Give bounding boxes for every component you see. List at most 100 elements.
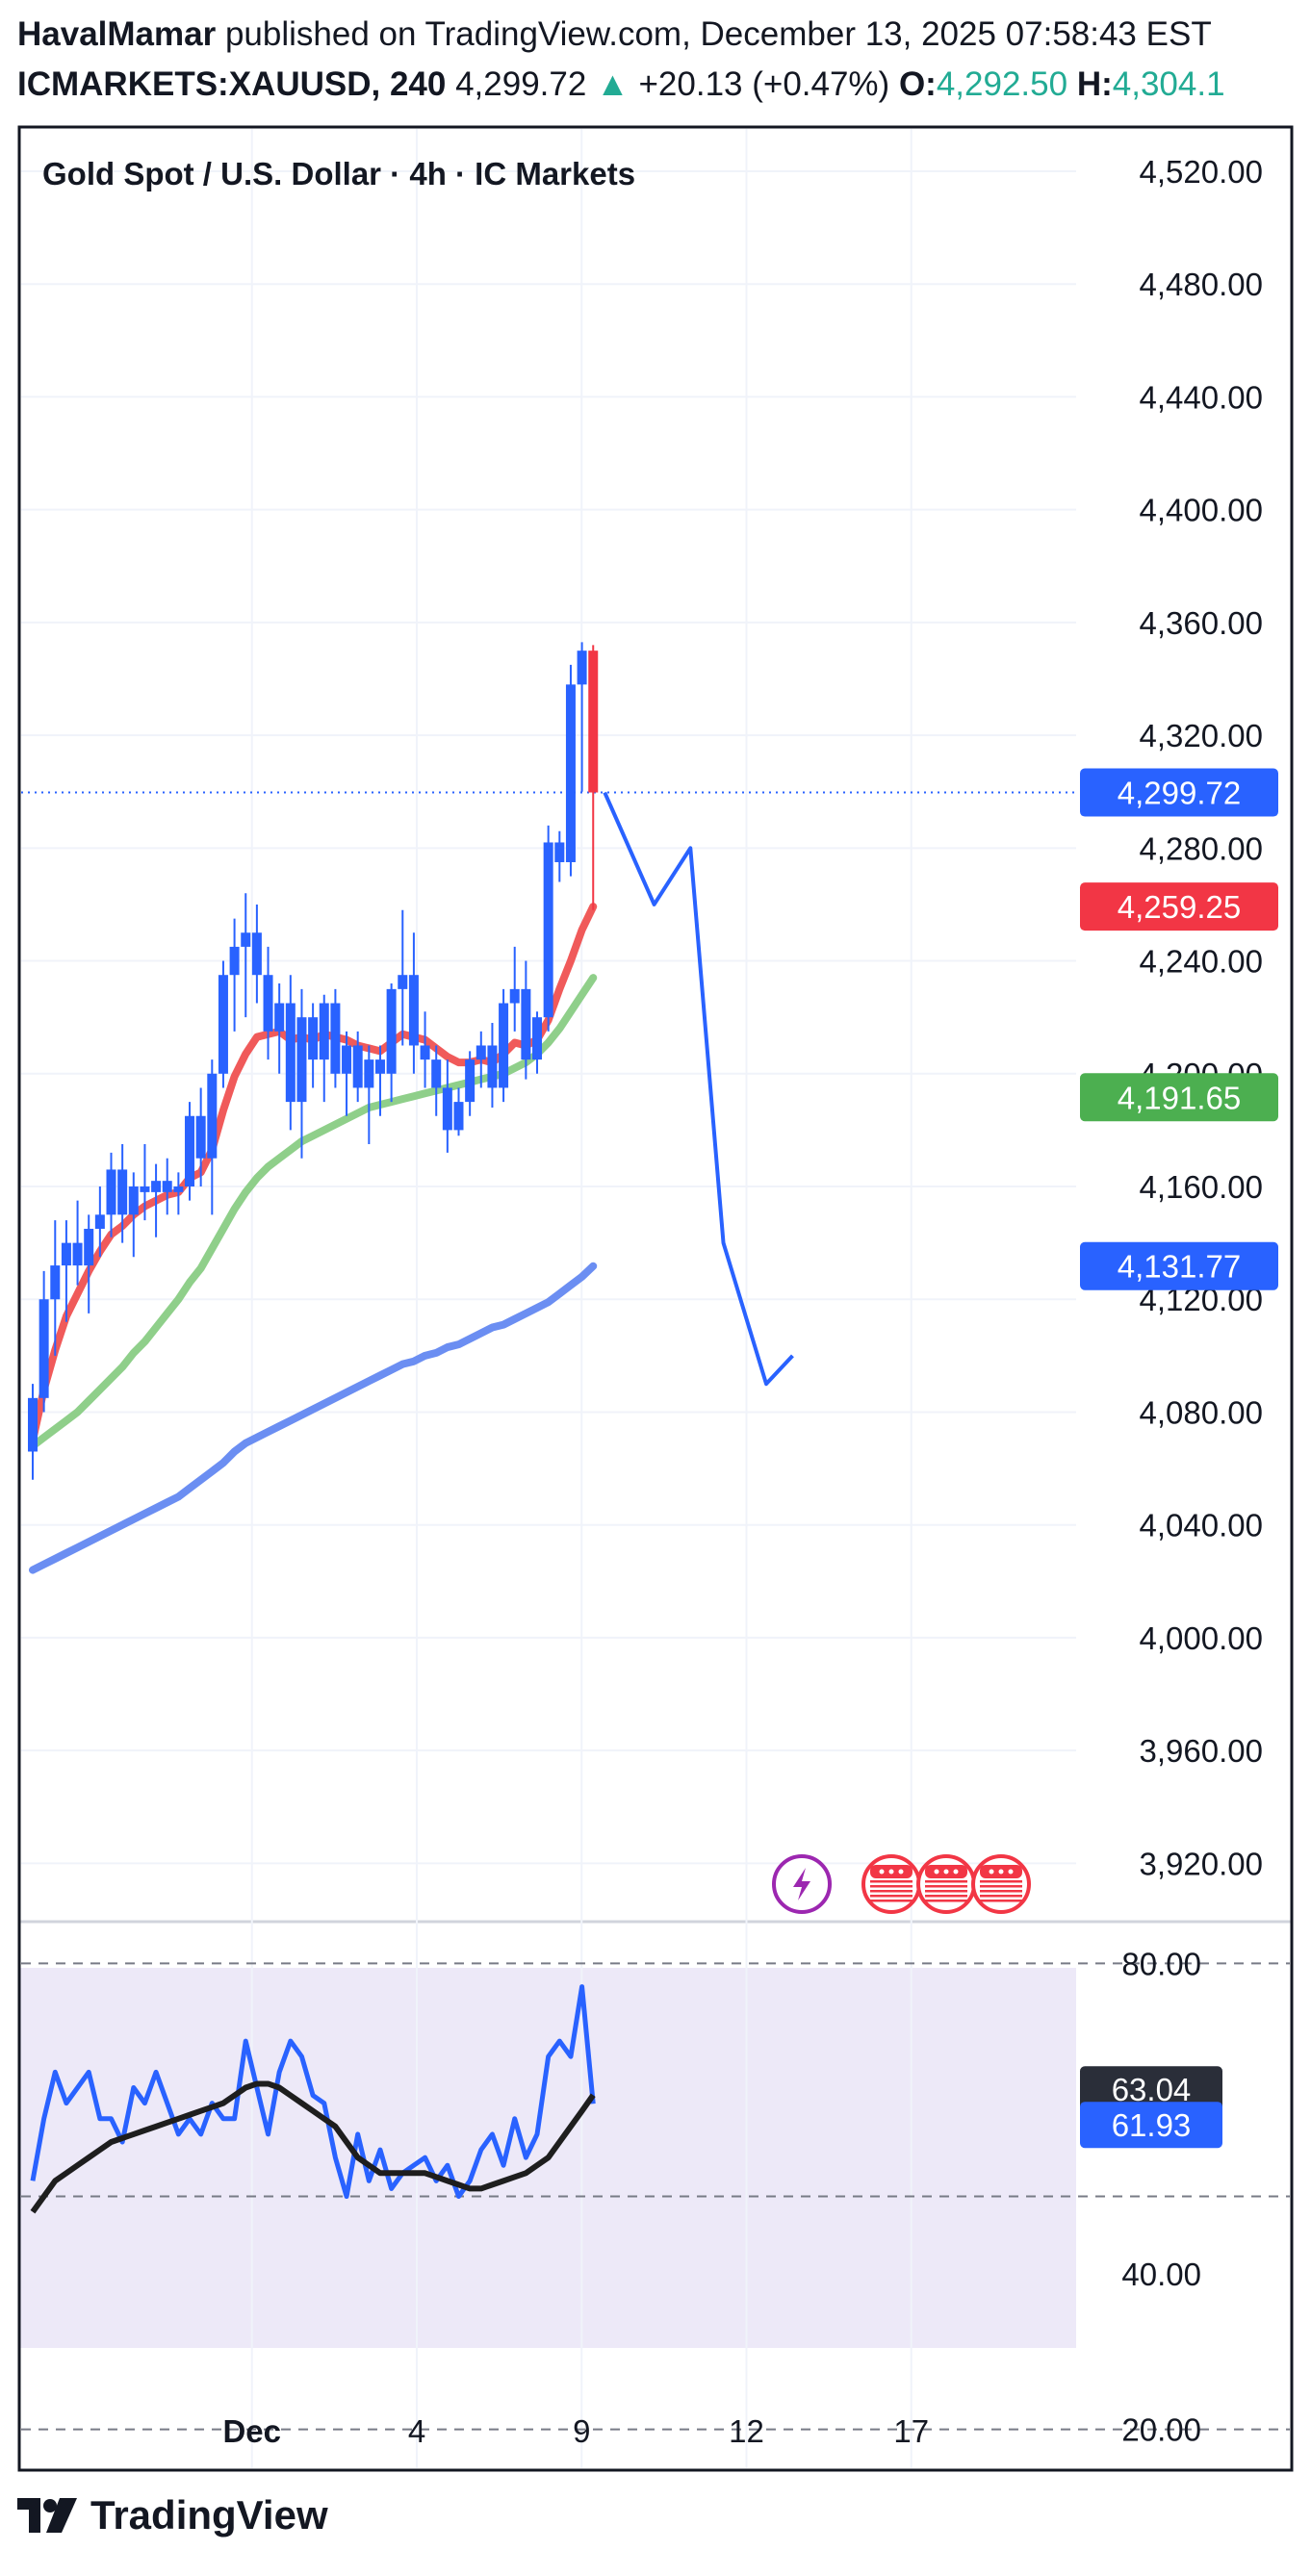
candle-body <box>442 1087 452 1131</box>
candle <box>352 1031 363 1103</box>
candle-body <box>27 1397 38 1452</box>
rsi-line <box>30 1984 596 2199</box>
rsi-badge-bg <box>1080 2066 1222 2113</box>
price-badges: 4,299.72 4,259.25 4,191.65 4,131.77 63.0461.… <box>1080 768 1278 2149</box>
candle <box>218 960 228 1088</box>
candle-body <box>296 1017 307 1103</box>
candle-body <box>465 1059 476 1103</box>
candle <box>408 932 419 1074</box>
price-tick-label: 4,320.00 <box>1140 718 1263 753</box>
time-tick-label: 4 <box>408 2413 425 2449</box>
candle-body <box>207 1073 218 1159</box>
candle <box>577 642 587 792</box>
candle-body <box>398 975 408 989</box>
candle <box>251 904 262 1004</box>
candle-body <box>374 1059 385 1074</box>
us-flag-icon[interactable] <box>861 1854 921 1914</box>
symbol-line: ICMARKETS:XAUUSD, 240 4,299.72 ▲ +20.13 … <box>17 60 1298 110</box>
price-badge-bg <box>1080 882 1278 931</box>
candle-body <box>476 1045 486 1060</box>
price-tick-label: 4,000.00 <box>1140 1620 1263 1656</box>
author-name[interactable]: HavalMamar <box>17 15 217 53</box>
candle-body <box>274 1003 285 1032</box>
us-flag-icon[interactable] <box>971 1854 1031 1914</box>
price-badge: 4,131.77 <box>1080 1241 1278 1290</box>
candle-body <box>140 1186 150 1192</box>
price-badge-label: 4,299.72 <box>1118 776 1241 811</box>
candle <box>50 1220 61 1356</box>
candle-body <box>39 1299 49 1398</box>
candle <box>195 1087 206 1187</box>
rsi-badge: 61.93 <box>1080 2102 1222 2149</box>
projection-arrow <box>603 791 794 1387</box>
rsi-badge-label: 63.04 <box>1112 2072 1192 2107</box>
candle-body <box>453 1102 464 1131</box>
rsi-badge: 63.04 <box>1080 2066 1222 2113</box>
candle-body <box>588 650 599 793</box>
publish-info: published on TradingView.com, December 1… <box>224 15 1212 53</box>
price-badge-bg <box>1080 1073 1278 1122</box>
rsi-tick-label: 80.00 <box>1121 1946 1201 1981</box>
high-label: H: <box>1076 65 1113 103</box>
tradingview-logo[interactable]: TradingView <box>17 2492 328 2538</box>
candle-body <box>229 946 240 976</box>
candle <box>61 1220 71 1322</box>
last-price: 4,299.72 <box>455 65 587 103</box>
candle-body <box>285 1003 296 1103</box>
price-tick-label: 4,080.00 <box>1140 1394 1263 1430</box>
candle-body <box>386 988 397 1074</box>
candle <box>27 1384 38 1480</box>
projection-path[interactable] <box>603 791 794 1387</box>
chart-header: HavalMamar published on TradingView.com,… <box>17 10 1298 110</box>
up-arrow-icon: ▲ <box>596 65 630 103</box>
candle-body <box>84 1228 94 1266</box>
lightning-icon[interactable] <box>772 1854 832 1914</box>
candle-body <box>72 1242 83 1266</box>
candle-body <box>431 1059 442 1088</box>
candle <box>342 1031 352 1116</box>
price-badge: 4,191.65 <box>1080 1073 1278 1122</box>
price-badge-bg <box>1080 1241 1278 1290</box>
candle <box>285 975 296 1131</box>
candle-body <box>487 1045 498 1088</box>
price-tick-label: 4,360.00 <box>1140 605 1263 641</box>
candle <box>296 988 307 1159</box>
rsi-tick-label: 20.00 <box>1121 2412 1201 2448</box>
candle-body <box>195 1115 206 1159</box>
price-badge-label: 4,131.77 <box>1118 1249 1241 1285</box>
slow-ma-line <box>28 1262 598 1574</box>
time-tick-label: Dec <box>222 2413 281 2449</box>
price-tick-label: 3,960.00 <box>1140 1733 1263 1769</box>
event-icons <box>772 1854 1031 1914</box>
candle <box>241 893 251 1018</box>
candle-body <box>106 1169 116 1215</box>
candle-body <box>151 1181 162 1192</box>
fast-ma-line <box>28 903 598 1444</box>
candle-body <box>509 988 520 1004</box>
price-badge-label: 4,259.25 <box>1118 889 1241 925</box>
candle <box>330 988 341 1088</box>
candle <box>308 1003 319 1088</box>
us-flag-icon[interactable] <box>916 1854 976 1914</box>
price-tick-label: 4,040.00 <box>1140 1508 1263 1543</box>
price-badge-label: 4,191.65 <box>1118 1080 1241 1115</box>
candle <box>386 983 397 1103</box>
rsi-badge-label: 61.93 <box>1112 2107 1192 2143</box>
candle <box>543 825 553 1032</box>
candle <box>207 1059 218 1215</box>
candle <box>509 946 520 1032</box>
candle <box>274 983 285 1074</box>
symbol-label[interactable]: ICMARKETS:XAUUSD, 240 <box>17 65 447 103</box>
high-value: 4,304.1 <box>1112 65 1225 103</box>
time-tick-label: 9 <box>573 2413 590 2449</box>
candles <box>27 642 599 1480</box>
candle <box>521 960 531 1080</box>
brand-name: TradingView <box>90 2492 328 2538</box>
candle-body <box>308 1017 319 1060</box>
candle <box>39 1270 49 1413</box>
candle <box>565 664 576 877</box>
candle-body <box>173 1186 184 1192</box>
candle-body <box>162 1181 172 1192</box>
publish-line: HavalMamar published on TradingView.com,… <box>17 10 1298 60</box>
